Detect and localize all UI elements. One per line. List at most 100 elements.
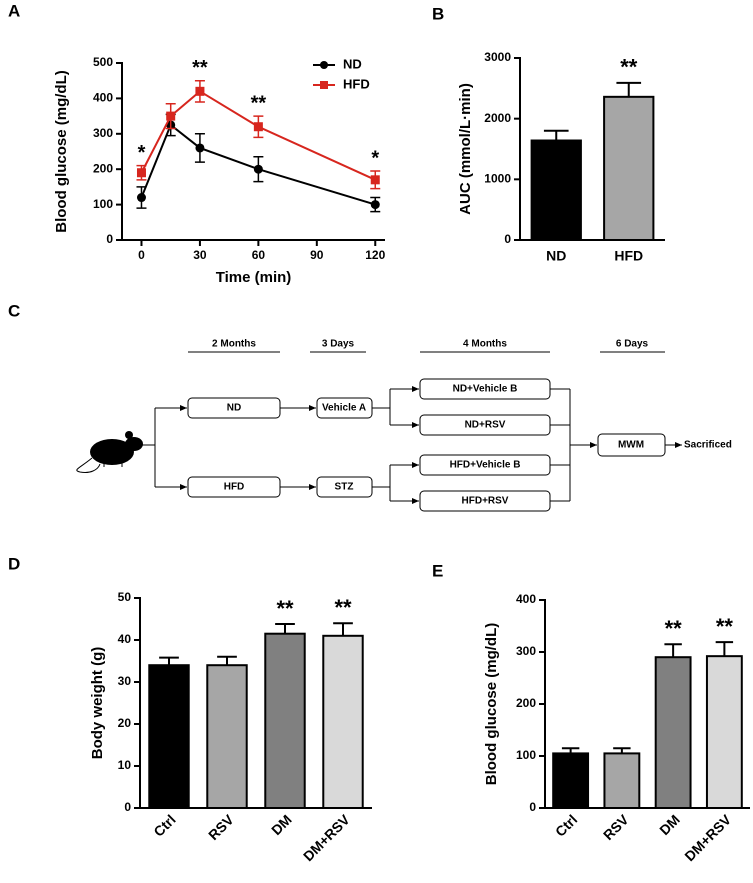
bar (322, 634, 364, 809)
panel-label: A (8, 1, 20, 20)
y-tick-label: 0 (504, 232, 511, 246)
marker (136, 193, 146, 203)
node-label: Vehicle A (322, 403, 366, 414)
y-tick-label: 3000 (484, 50, 511, 64)
connector (142, 408, 156, 487)
significance: * (371, 147, 379, 169)
node-label: HFD (224, 482, 245, 493)
marker (253, 164, 263, 174)
x-tick-label: RSV (600, 811, 632, 843)
diagram: C 2 Months 3 Days 4 Months 6 Days ND HFD… (8, 301, 732, 512)
x-tick-label: Ctrl (150, 811, 178, 839)
error-bar (616, 81, 642, 97)
y-tick-label: 0 (106, 232, 113, 246)
bar (264, 632, 306, 810)
y-tick-label: 40 (118, 632, 132, 646)
y-tick-label: 100 (516, 748, 536, 762)
y-tick-label: 1000 (484, 172, 511, 186)
x-tick-label: 60 (252, 248, 266, 262)
error-bar (159, 656, 179, 666)
y-tick-label: 10 (118, 758, 132, 772)
significance: ** (192, 57, 208, 79)
bar (603, 752, 641, 810)
bar (530, 139, 582, 241)
connector (550, 388, 571, 502)
x-tick-label: 0 (138, 248, 145, 262)
legend-label: ND (343, 56, 362, 71)
error-bar (543, 129, 569, 141)
legend-marker (320, 81, 328, 89)
y-tick-label: 400 (516, 592, 536, 606)
node-label: ND (227, 403, 241, 414)
y-tick-label: 200 (93, 161, 113, 175)
bar (148, 664, 190, 810)
legend-label: HFD (343, 76, 370, 91)
node-label: STZ (335, 482, 354, 493)
error-bar (715, 641, 734, 657)
marker (370, 200, 380, 210)
period-label: 4 Months (463, 339, 507, 350)
marker (136, 168, 146, 178)
node-label: HFD+Vehicle B (450, 460, 521, 471)
marker (166, 111, 176, 121)
y-tick-label: 2000 (484, 111, 511, 125)
x-tick-label: ND (546, 248, 566, 264)
error-bar (333, 622, 353, 636)
significance: ** (334, 595, 352, 620)
y-tick-label: 200 (516, 696, 536, 710)
significance: ** (251, 92, 267, 114)
node-label: ND+Vehicle B (453, 384, 518, 395)
y-axis-title: Blood glucose (mg/dL) (483, 623, 500, 786)
y-tick-label: 300 (516, 644, 536, 658)
y-tick-label: 300 (93, 126, 113, 140)
significance: ** (716, 614, 734, 639)
error-bar (275, 623, 295, 634)
y-axis-title: Body weight (g) (89, 647, 106, 760)
panel-label: E (432, 561, 443, 580)
bar (705, 655, 743, 809)
y-axis-title: Blood glucose (mg/dL) (53, 70, 70, 233)
panel-label: C (8, 301, 20, 320)
y-tick-label: 0 (529, 800, 536, 814)
y-tick-label: 400 (93, 91, 113, 105)
y-axis-title: AUC (mmol/L·min) (457, 83, 474, 215)
marker (195, 86, 205, 96)
panel-label: B (432, 4, 444, 23)
legend-marker (320, 61, 328, 69)
x-tick-label: 120 (365, 248, 385, 262)
significance: ** (620, 55, 638, 80)
x-tick-label: HFD (614, 248, 643, 264)
mouse-icon (76, 431, 143, 473)
x-tick-label: 90 (310, 248, 324, 262)
period-label: 2 Months (212, 339, 256, 350)
y-tick-label: 20 (118, 716, 132, 730)
x-tick-label: DM (656, 811, 683, 838)
node-label: HFD+RSV (462, 496, 509, 507)
error-bar (217, 655, 237, 666)
end-label: Sacrificed (684, 440, 732, 451)
bar (206, 664, 248, 810)
y-tick-label: 50 (118, 590, 132, 604)
x-tick-label: DM+RSV (681, 811, 734, 864)
marker (195, 143, 205, 153)
node-label: MWM (618, 440, 644, 451)
panel-label: D (8, 554, 20, 573)
period-label: 3 Days (322, 339, 355, 350)
error-bar (664, 643, 682, 658)
x-tick-label: RSV (205, 811, 237, 843)
x-tick-label: DM+RSV (300, 811, 353, 864)
marker (370, 175, 380, 185)
bar (654, 656, 692, 810)
y-tick-label: 100 (93, 197, 113, 211)
significance: * (138, 142, 146, 164)
marker (253, 122, 263, 132)
connector (372, 389, 391, 501)
y-tick-label: 0 (124, 800, 131, 814)
significance: ** (665, 616, 683, 641)
significance: ** (276, 596, 294, 621)
bar (552, 752, 590, 810)
x-axis-title: Time (min) (216, 269, 292, 286)
node-label: ND+RSV (465, 420, 506, 431)
y-tick-label: 500 (93, 55, 113, 69)
